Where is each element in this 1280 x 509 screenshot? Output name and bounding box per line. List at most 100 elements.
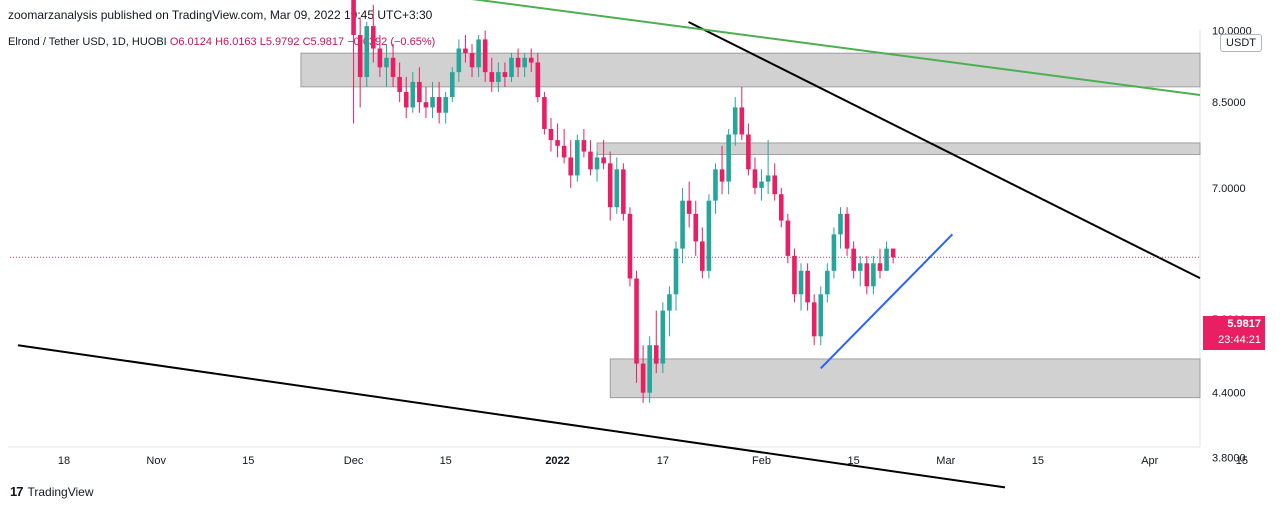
candle-body — [449, 72, 455, 98]
candle-body — [496, 72, 501, 82]
candle-body — [384, 57, 389, 68]
brand-name: TradingView — [27, 484, 94, 499]
y-tick-label: 4.4000 — [1212, 388, 1246, 400]
candle-body — [528, 57, 534, 63]
brand[interactable]: 17 TradingView — [10, 484, 94, 499]
candle-body — [746, 134, 751, 170]
candle-body — [482, 39, 488, 73]
candle-body — [667, 294, 672, 311]
symbol-legend: Elrond / Tether USD, 1D, HUOBI O6.0124 H… — [8, 36, 435, 48]
candle-body — [785, 220, 791, 256]
candle-body — [700, 241, 705, 271]
candle-body — [476, 39, 481, 68]
candle-body — [410, 81, 416, 108]
y-tick-label: 8.5000 — [1212, 97, 1246, 109]
candle-body — [890, 248, 896, 258]
candle-body — [614, 169, 620, 208]
candle-body — [575, 140, 580, 176]
candle-body — [706, 200, 712, 271]
candle-body — [621, 169, 626, 214]
candle-body — [877, 263, 883, 271]
candle-body — [713, 169, 718, 201]
candle-body — [542, 97, 547, 129]
candle-body — [627, 213, 633, 279]
trendline-green-resistance — [471, 0, 1201, 97]
candle-body — [805, 270, 810, 303]
candle-body — [463, 48, 468, 54]
candle-body — [739, 107, 745, 135]
trendline-blue-support — [820, 233, 954, 370]
symbol-name[interactable]: Elrond / Tether USD, 1D, HUOBI — [8, 36, 167, 48]
candle-body — [871, 263, 876, 287]
x-tick-label: Apr — [1141, 455, 1158, 467]
candle-body — [594, 157, 600, 170]
candle-body — [469, 53, 475, 68]
candle-body — [489, 72, 495, 82]
candle-body — [680, 200, 685, 249]
candle-body — [844, 213, 850, 249]
zone-2 — [609, 358, 1201, 399]
zone-1 — [596, 142, 1201, 155]
x-tick-label: Dec — [344, 455, 364, 467]
candle-body — [377, 48, 383, 68]
candle-body — [765, 175, 771, 182]
candle-body — [732, 107, 738, 135]
high-value: H6.0163 — [215, 36, 257, 48]
candle-body — [607, 163, 613, 208]
currency-badge[interactable]: USDT — [1220, 34, 1262, 52]
candle-body — [535, 62, 541, 98]
candle-body — [417, 81, 422, 103]
candle-body — [601, 157, 606, 164]
x-tick-label: 15 — [1236, 455, 1248, 467]
candle-body — [555, 140, 560, 146]
candle-body — [759, 181, 764, 188]
x-tick-label: Feb — [752, 455, 771, 467]
candle-body — [792, 255, 797, 295]
bar-countdown: 23:44:21 — [1218, 334, 1261, 346]
candle-body — [864, 263, 870, 287]
x-tick-label: 18 — [58, 455, 70, 467]
last-price-value: 5.9817 — [1227, 318, 1261, 330]
candle-body — [778, 194, 784, 221]
candle-body — [752, 169, 758, 188]
candle-body — [772, 175, 777, 195]
candle-body — [390, 57, 396, 77]
candle-body — [561, 145, 567, 158]
x-tick-label: 15 — [848, 455, 860, 467]
candle-body — [371, 26, 376, 49]
candle-body — [653, 345, 659, 364]
low-value: L5.9792 — [259, 36, 300, 48]
trendline-lower-descending — [17, 344, 1006, 489]
candle-body — [397, 76, 402, 92]
candle-body — [811, 302, 817, 337]
x-tick-label: 15 — [1032, 455, 1044, 467]
candle-body — [502, 72, 508, 77]
x-tick-label: 2022 — [545, 455, 569, 467]
candle-body — [548, 128, 554, 141]
zone-0 — [300, 52, 1201, 88]
x-tick-label: Nov — [146, 455, 166, 467]
candle-body — [693, 213, 699, 242]
candle-body — [515, 57, 521, 68]
candle-body — [851, 248, 856, 271]
candle-body — [403, 91, 409, 108]
candle-body — [430, 97, 435, 108]
candle-body — [509, 57, 514, 77]
candle-body — [831, 234, 837, 271]
candle-body — [357, 34, 363, 77]
publisher-line: zoomarzanalysis published on TradingView… — [8, 8, 433, 22]
tradingview-logo-icon: 17 — [10, 484, 24, 499]
candle-body — [647, 345, 652, 393]
candle-body — [686, 200, 692, 214]
candle-body — [522, 57, 527, 68]
candle-body — [634, 278, 639, 364]
open-value: O6.0124 — [169, 36, 213, 48]
y-tick-label: 3.8000 — [1212, 452, 1246, 464]
x-tick-label: 17 — [657, 455, 669, 467]
candle-body — [351, 0, 356, 35]
candle-body — [364, 26, 370, 77]
last-price-tag: 5.9817 23:44:21 — [1203, 316, 1265, 350]
x-tick-label: Mar — [936, 455, 955, 467]
candle-body — [436, 97, 442, 113]
